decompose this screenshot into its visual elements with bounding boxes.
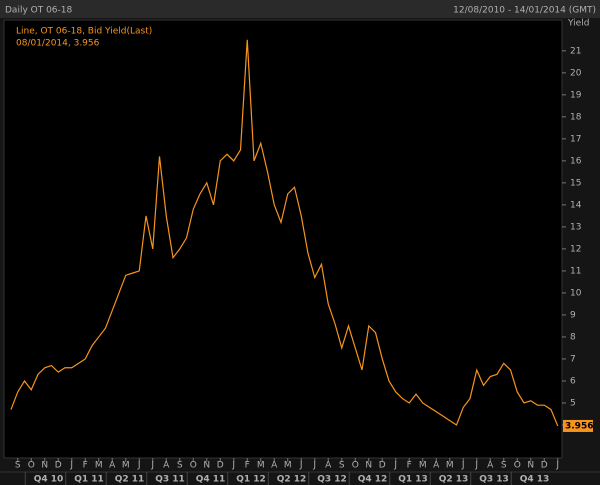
- x-tick-label: M: [95, 461, 103, 471]
- x-tick-label: N: [527, 461, 534, 471]
- line-series: [10, 39, 559, 427]
- x-tick-label: F: [83, 461, 88, 471]
- quarter-label: Q1 11: [74, 475, 104, 485]
- x-tick-label: N: [41, 461, 48, 471]
- x-tick-label: D: [541, 461, 548, 471]
- x-tick-label: J: [461, 461, 465, 471]
- quarter-label: Q4 12: [358, 475, 388, 485]
- x-tick-label: A: [271, 461, 278, 471]
- x-tick-label: S: [177, 461, 183, 471]
- x-tick-label: A: [487, 461, 494, 471]
- x-tick-label: O: [28, 461, 35, 471]
- quarter-label: Q1 12: [236, 475, 266, 485]
- y-tick-label: 20: [570, 68, 582, 78]
- plot-area: [3, 19, 563, 459]
- x-tick-label: M: [446, 461, 454, 471]
- y-tick-label: 14: [570, 200, 582, 210]
- y-tick-label: 8: [570, 332, 576, 342]
- x-tick-label: F: [245, 461, 250, 471]
- x-tick-label: F: [407, 461, 412, 471]
- y-tick-label: 11: [570, 266, 581, 276]
- x-tick-label: A: [163, 461, 170, 471]
- x-tick-label: J: [555, 461, 559, 471]
- y-tick-label: 21: [570, 46, 581, 56]
- y-tick-label: 9: [570, 310, 576, 320]
- y-tick-label: 16: [570, 156, 582, 166]
- quarter-label: Q4 13: [520, 475, 550, 485]
- x-tick-label: M: [257, 461, 265, 471]
- y-tick-label: 6: [570, 376, 576, 386]
- header-bar: [0, 0, 600, 18]
- x-tick-label: S: [339, 461, 345, 471]
- y-tick-label: 18: [570, 112, 582, 122]
- x-tick-label: A: [325, 461, 332, 471]
- y-tick-label: 7: [570, 354, 576, 364]
- y-tick-label: 10: [570, 288, 582, 298]
- quarter-label: Q3 12: [317, 475, 347, 485]
- chart-title: Daily OT 06-18: [5, 6, 73, 16]
- y-tick-label: 15: [570, 178, 581, 188]
- y-tick-label: 12: [570, 244, 581, 254]
- last-value-label: 3.956: [565, 421, 593, 431]
- x-tick-label: O: [352, 461, 359, 471]
- quarter-label: Q2 13: [439, 475, 469, 485]
- x-tick-label: N: [203, 461, 210, 471]
- x-tick-label: A: [433, 461, 440, 471]
- x-tick-label: O: [190, 461, 197, 471]
- x-tick-label: S: [501, 461, 507, 471]
- quarter-label: Q2 12: [277, 475, 307, 485]
- legend-entry: Line, OT 06-18, Bid Yield(Last): [16, 27, 152, 37]
- last-value-box: [563, 419, 593, 432]
- quarter-label: Q4 10: [34, 475, 64, 485]
- x-tick-label: J: [393, 461, 397, 471]
- x-tick-label: J: [137, 461, 141, 471]
- x-tick-label: J: [299, 461, 303, 471]
- x-tick-label: O: [514, 461, 521, 471]
- y-tick-label: 13: [570, 222, 581, 232]
- legend-last: 08/01/2014, 3.956: [16, 39, 100, 49]
- quarter-label: Q4 11: [196, 475, 226, 485]
- y-axis-label: Yield: [567, 19, 589, 29]
- x-tick-label: M: [284, 461, 292, 471]
- x-tick-label: J: [474, 461, 478, 471]
- quarter-label: Q2 11: [115, 475, 145, 485]
- x-tick-label: N: [365, 461, 372, 471]
- x-tick-label: S: [15, 461, 21, 471]
- x-tick-label: J: [312, 461, 316, 471]
- quarter-label: Q1 13: [398, 475, 428, 485]
- x-tick-label: J: [150, 461, 154, 471]
- y-tick-label: 5: [570, 398, 576, 408]
- x-tick-label: A: [109, 461, 116, 471]
- x-tick-label: J: [69, 461, 73, 471]
- x-tick-label: D: [55, 461, 62, 471]
- date-range: 12/08/2010 - 14/01/2014 (GMT): [453, 6, 596, 16]
- x-tick-label: M: [122, 461, 130, 471]
- y-tick-label: 19: [570, 90, 582, 100]
- quarter-label: Q3 13: [479, 475, 509, 485]
- x-tick-label: D: [379, 461, 386, 471]
- x-tick-label: M: [419, 461, 427, 471]
- x-tick-label: J: [231, 461, 235, 471]
- y-tick-label: 17: [570, 134, 581, 144]
- quarter-label: Q3 11: [155, 475, 185, 485]
- x-tick-label: D: [217, 461, 224, 471]
